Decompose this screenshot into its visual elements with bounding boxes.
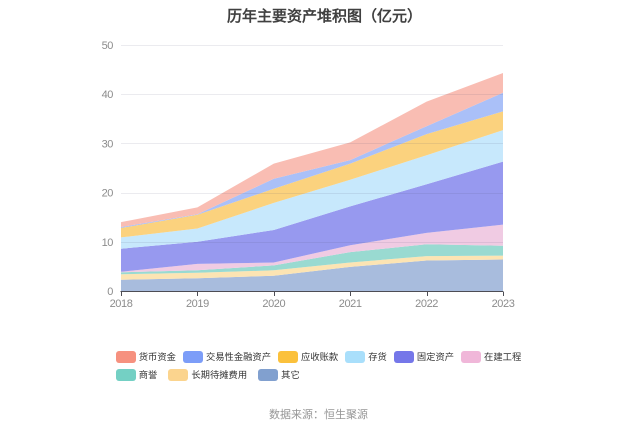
y-axis-label: 40 <box>102 89 114 101</box>
legend-label: 应收账款 <box>301 352 339 362</box>
legend-swatch <box>182 351 203 363</box>
legend-label: 存货 <box>368 352 387 362</box>
area-band <box>121 259 503 291</box>
legend-swatch <box>393 351 414 363</box>
legend-item-1[interactable]: 交易性金融资产 <box>182 351 272 363</box>
legend-label: 交易性金融资产 <box>205 352 272 362</box>
y-axis-label: 20 <box>102 188 114 200</box>
x-axis-label: 2018 <box>110 298 133 310</box>
area-band <box>121 130 503 249</box>
legend-row: 货币资金 交易性金融资产 应收账款 存货 固定资产 在建工程 <box>115 351 521 363</box>
legend-item-5[interactable]: 在建工程 <box>461 351 521 363</box>
legend-swatch <box>345 351 366 363</box>
y-axis-label: 50 <box>102 40 114 52</box>
legend-item-0[interactable]: 货币资金 <box>115 351 176 363</box>
data-source-note: 数据来源：恒生聚源 <box>269 409 368 421</box>
area-band <box>121 161 503 272</box>
legend-swatch <box>278 351 299 363</box>
legend-label: 固定资产 <box>416 352 455 362</box>
legend-label: 商誉 <box>138 370 158 380</box>
x-axis-label: 2019 <box>186 298 209 310</box>
chart-title: 历年主要资产堆积图（亿元） <box>226 8 422 25</box>
x-axis-label: 2022 <box>415 298 438 310</box>
x-axis-label: 2023 <box>492 298 515 310</box>
legend-swatch <box>115 351 136 363</box>
legend-label: 其它 <box>281 370 300 380</box>
legend-label: 长期待摊费用 <box>191 370 248 380</box>
area-band <box>121 73 503 227</box>
legend-item-3[interactable]: 存货 <box>345 351 387 363</box>
legend-label: 货币资金 <box>138 352 176 362</box>
legend-swatch <box>168 369 189 381</box>
legend-item-4[interactable]: 固定资产 <box>393 351 455 363</box>
area-band <box>121 224 503 273</box>
legend-item-2[interactable]: 应收账款 <box>278 351 338 363</box>
legend-item-7[interactable]: 长期待摊费用 <box>168 369 247 381</box>
legend-item-8[interactable]: 其它 <box>258 369 300 381</box>
legend-swatch <box>258 369 279 381</box>
area-band <box>121 255 503 280</box>
area-band <box>121 111 503 238</box>
legend-row: 商誉 长期待摊费用 其它 <box>115 369 522 381</box>
x-axis-label: 2020 <box>262 298 285 310</box>
legend-swatch <box>461 351 482 363</box>
legend-rows: 货币资金 交易性金融资产 应收账款 存货 固定资产 在建工程商誉 长期待摊费用 其它 <box>0 351 637 381</box>
legend-item-6[interactable]: 商誉 <box>115 369 158 381</box>
legend-label: 在建工程 <box>484 352 522 362</box>
legend: 货币资金 交易性金融资产 应收账款 存货 固定资产 在建工程商誉 长期待摊费用 其它 <box>0 351 637 381</box>
area-band <box>121 244 503 275</box>
y-axis-label: 10 <box>102 237 114 249</box>
y-axis-label: 30 <box>102 138 114 150</box>
x-axis-label: 2021 <box>339 298 362 310</box>
legend-swatch <box>115 369 136 381</box>
y-axis-label: 0 <box>107 286 113 298</box>
